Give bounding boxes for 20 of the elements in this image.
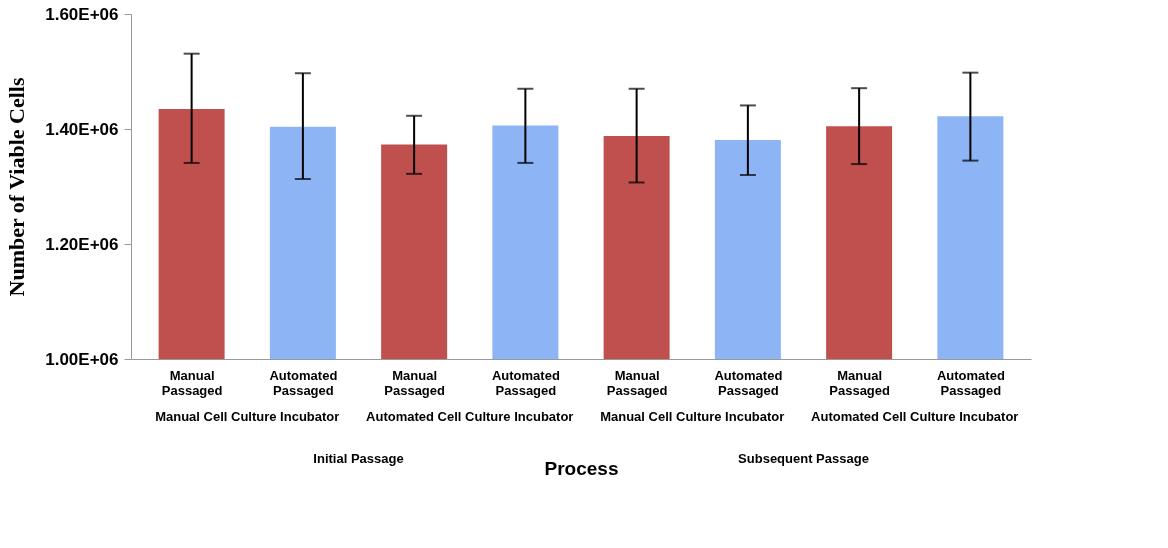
x-tick-label: Automated Passaged xyxy=(714,367,783,398)
x-tick-label: Manual Passaged xyxy=(829,367,891,398)
x-tick-label: Automated Passaged xyxy=(936,367,1005,398)
text: Automated Cell Culture Incubator xyxy=(366,409,574,424)
x-tick-label: Manual Passaged xyxy=(384,367,446,398)
text: Manual Cell Culture Incubator xyxy=(155,409,340,424)
y-tick-label: 1.20E+06 xyxy=(45,234,119,254)
text: Manual Cell Culture Incubator xyxy=(600,409,785,424)
y-tick-label: 1.60E+06 xyxy=(45,4,119,24)
x-axis-title: Process xyxy=(544,457,619,479)
x-tick-label: Manual Passaged xyxy=(161,367,223,398)
y-axis-title: Number of Viable Cells xyxy=(4,77,30,297)
x-tick-label: Automated Passaged xyxy=(269,367,338,398)
text: Subsequent Passage xyxy=(738,451,869,466)
y-tick-label: 1.00E+06 xyxy=(45,349,119,369)
text: Initial Passage xyxy=(313,451,404,466)
x-tick-label: Manual Passaged xyxy=(606,367,668,398)
y-tick-label: 1.40E+06 xyxy=(45,119,119,139)
text: Automated Cell Culture Incubator xyxy=(811,409,1019,424)
x-tick-label: Automated Passaged xyxy=(491,367,560,398)
